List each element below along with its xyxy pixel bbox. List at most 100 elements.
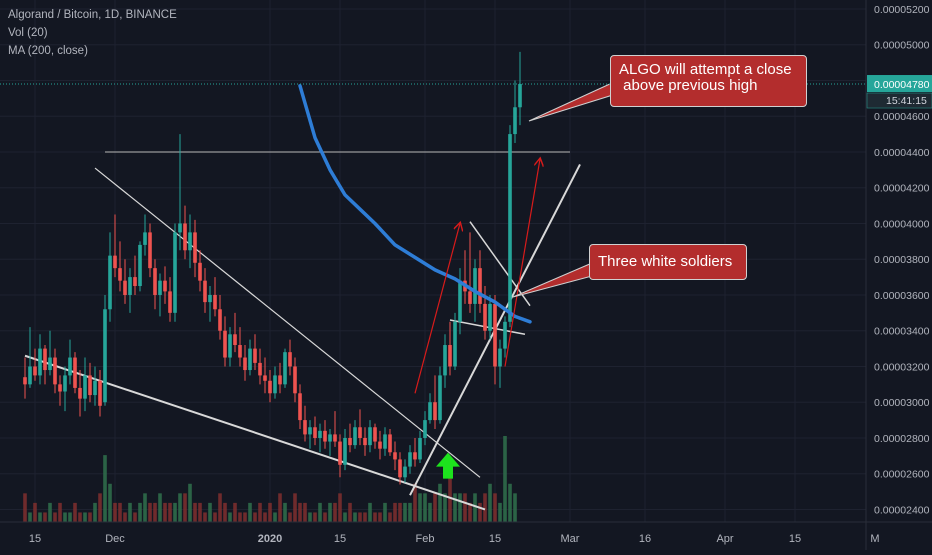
candle-body <box>253 348 257 363</box>
volume-bar <box>373 512 377 522</box>
candle-body <box>433 402 437 421</box>
candle-body <box>388 434 392 453</box>
candle-body <box>378 441 382 449</box>
candle-body <box>168 291 172 313</box>
volume-bar <box>138 502 142 522</box>
volume-bar <box>218 493 222 522</box>
candle-body <box>403 466 407 478</box>
time-tick-label: Mar <box>561 533 580 545</box>
price-tick-label: 0.00003800 <box>874 254 930 266</box>
candle-body <box>288 352 292 367</box>
volume-bar <box>363 512 367 522</box>
annotation-three-white-soldiers[interactable]: Three white soldiers <box>589 244 747 280</box>
volume-bar <box>58 502 62 522</box>
candle-body <box>353 427 357 446</box>
candle-body <box>318 430 322 438</box>
volume-bar <box>23 493 27 522</box>
candle-body <box>198 262 202 281</box>
candle-body <box>163 280 167 292</box>
volume-bar <box>383 502 387 522</box>
volume-bar <box>513 493 517 522</box>
candle-body <box>28 366 32 385</box>
volume-bar <box>153 502 157 522</box>
volume-bar <box>168 502 172 522</box>
volume-bar <box>423 493 427 522</box>
candle-body <box>363 437 367 446</box>
volume-bar <box>123 512 127 522</box>
candle-body <box>68 357 72 376</box>
volume-bar <box>278 493 282 522</box>
candle-body <box>233 334 237 346</box>
volume-bar <box>263 512 267 522</box>
volume-bar <box>48 502 52 522</box>
candle-body <box>78 387 82 399</box>
candle-body <box>248 348 252 371</box>
volume-bar <box>233 502 237 522</box>
price-tick-label: 0.00002400 <box>874 504 930 516</box>
candle-body <box>88 375 92 396</box>
volume-bar <box>43 512 47 522</box>
volume-bar <box>178 493 182 522</box>
volume-bar <box>393 502 397 522</box>
price-tick-label: 0.00003000 <box>874 397 930 409</box>
candle-body <box>293 366 297 394</box>
volume-bar <box>63 512 67 522</box>
volume-bar <box>463 493 467 522</box>
volume-bar <box>303 502 307 522</box>
time-tick-label: 15 <box>489 533 501 545</box>
volume-bar <box>288 512 292 522</box>
volume-bar <box>258 502 262 522</box>
volume-bar <box>388 512 392 522</box>
candle-body <box>413 452 417 460</box>
volume-bar <box>33 502 37 522</box>
candle-body <box>108 255 112 310</box>
volume-bar <box>163 502 167 522</box>
volume-bar <box>93 502 97 522</box>
volume-bar <box>103 455 107 522</box>
volume-bar <box>453 493 457 522</box>
time-axis[interactable]: 15 Dec 2020 15 Feb 15 Mar 16 Apr 15 M <box>0 521 932 545</box>
vol-legend[interactable]: Vol (20) <box>8 27 48 39</box>
candle-body <box>488 303 492 331</box>
volume-bar <box>408 502 412 522</box>
annotation-close-above-high[interactable]: ALGO will attempt a close above previous… <box>610 55 807 107</box>
price-tick-label: 0.00005000 <box>874 40 930 52</box>
candle-body <box>513 107 517 135</box>
volume-bar <box>143 493 147 522</box>
candle-body <box>343 437 347 465</box>
candle-body <box>193 232 197 263</box>
volume-bar <box>38 512 42 522</box>
volume-bar <box>213 512 217 522</box>
candle-body <box>373 427 377 442</box>
candle-body <box>458 280 462 322</box>
volume-bar <box>118 502 122 522</box>
candle-body <box>493 303 497 367</box>
volume-bar <box>158 493 162 522</box>
candle-body <box>453 321 457 367</box>
price-tick-label: 0.00004600 <box>874 111 930 123</box>
candle-body <box>53 357 57 385</box>
ma-legend[interactable]: MA (200, close) <box>8 45 88 57</box>
candle-body <box>473 268 477 304</box>
candle-body <box>128 277 132 295</box>
volume-bar <box>253 512 257 522</box>
candle-body <box>263 375 267 381</box>
volume-bar <box>223 502 227 522</box>
candle-body <box>438 375 442 421</box>
candle-body <box>148 232 152 269</box>
candle-body <box>183 223 187 251</box>
candle-body <box>358 427 362 438</box>
candle-body <box>63 375 67 392</box>
volume-bar <box>368 502 372 522</box>
volume-bar <box>343 512 347 522</box>
candle-body <box>133 277 137 287</box>
volume-bar <box>78 512 82 522</box>
candle-body <box>203 280 207 303</box>
volume-bar <box>273 512 277 522</box>
volume-bar <box>478 502 482 522</box>
volume-bar <box>348 502 352 522</box>
candle-body <box>278 375 282 385</box>
